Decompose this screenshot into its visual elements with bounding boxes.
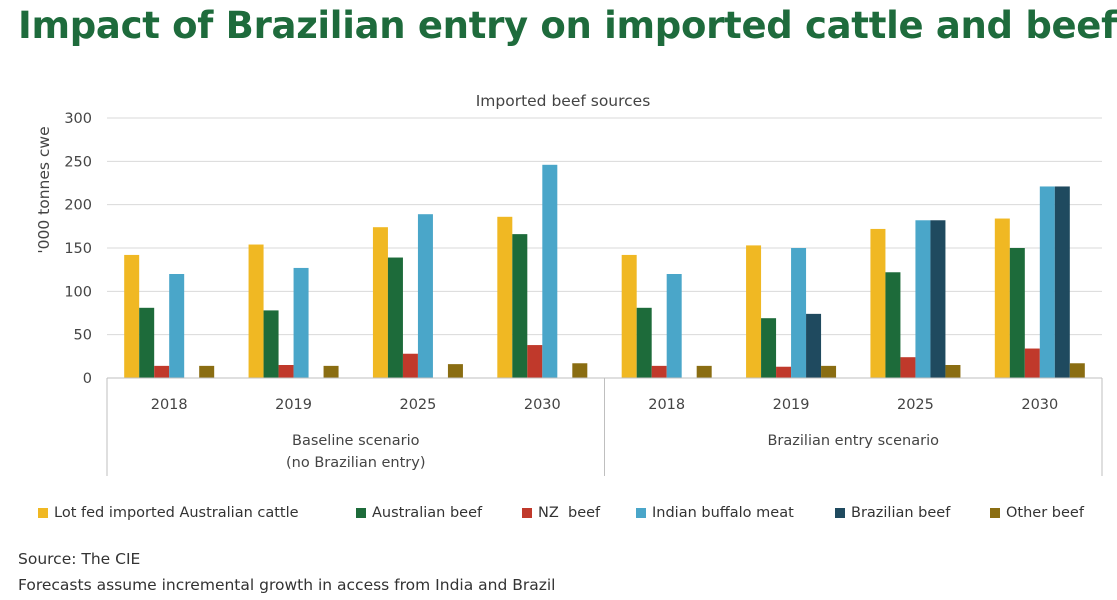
x-tick-label: 2025 (399, 397, 436, 413)
legend-item: Indian buffalo meat (636, 505, 794, 521)
y-tick-label: 50 (74, 328, 92, 344)
y-tick-label: 150 (64, 241, 92, 257)
bar-brazilian-beef-2025 (930, 220, 946, 378)
bar-nz-beef-2025 (900, 357, 916, 378)
legend-item: Other beef (990, 505, 1084, 521)
bar-australian-beef-2025 (885, 272, 901, 378)
y-axis-label: '000 tonnes cwe (35, 126, 53, 253)
bar-indian-buffalo-meat-2019 (791, 248, 807, 378)
legend-label: Lot fed imported Australian cattle (54, 505, 299, 521)
bar-nz-beef-2018 (651, 365, 667, 378)
bar-indian-buffalo-meat-2030 (542, 164, 558, 378)
page-title: Impact of Brazilian entry on imported ca… (18, 4, 1117, 47)
bar-australian-beef-2025 (387, 257, 403, 378)
bar-other-beef-2025 (945, 365, 961, 378)
x-tick-label: 2018 (151, 397, 188, 413)
bar-other-beef-2025 (447, 364, 463, 378)
y-tick-label: 250 (64, 154, 92, 170)
bar-indian-buffalo-meat-2025 (915, 220, 931, 378)
x-tick-label: 2018 (648, 397, 685, 413)
bar-other-beef-2018 (199, 365, 215, 378)
legend-item: NZ beef (522, 505, 600, 521)
legend-item: Australian beef (356, 505, 482, 521)
legend-label: Australian beef (372, 505, 483, 521)
x-group-label: Brazilian entry scenario (767, 433, 939, 449)
bar-other-beef-2019 (323, 365, 339, 378)
bar-nz-beef-2019 (776, 366, 792, 378)
bar-chart: Imported beef sources '000 tonnes cwe 0 5… (35, 92, 1103, 476)
chart-title: Imported beef sources (476, 92, 651, 110)
bar-australian-beef-2019 (263, 310, 279, 378)
legend-item: Brazilian beef (835, 505, 950, 521)
source-note: Source: The CIE (18, 550, 141, 568)
bar-nz-beef-2019 (278, 365, 294, 378)
legend-swatch (636, 508, 646, 518)
x-tick-label: 2025 (897, 397, 934, 413)
bar-lot-fed-imported-australian-cattle-2018 (621, 254, 637, 378)
bar-other-beef-2019 (821, 365, 837, 378)
bar-lot-fed-imported-australian-cattle-2019 (746, 245, 762, 378)
x-tick-label: 2019 (773, 397, 810, 413)
legend-item: Lot fed imported Australian cattle (38, 505, 299, 521)
forecast-note: Forecasts assume incremental growth in a… (18, 576, 556, 594)
bar-australian-beef-2019 (761, 318, 777, 378)
bar-australian-beef-2018 (139, 307, 155, 378)
bar-brazilian-beef-2019 (806, 313, 822, 378)
legend-swatch (522, 508, 532, 518)
legend-label: NZ beef (538, 505, 601, 521)
x-group-label: Baseline scenario (292, 433, 420, 449)
bar-indian-buffalo-meat-2019 (293, 267, 309, 378)
bar-lot-fed-imported-australian-cattle-2025 (870, 228, 886, 378)
bar-nz-beef-2025 (402, 353, 418, 378)
legend-swatch (835, 508, 845, 518)
bar-australian-beef-2018 (636, 307, 652, 378)
bar-lot-fed-imported-australian-cattle-2019 (248, 244, 264, 378)
bar-indian-buffalo-meat-2025 (417, 214, 433, 378)
bar-other-beef-2030 (572, 363, 588, 378)
legend-swatch (990, 508, 1000, 518)
bar-australian-beef-2030 (1009, 248, 1025, 378)
bar-other-beef-2030 (1069, 363, 1085, 378)
y-tick-label: 300 (64, 111, 92, 127)
bar-indian-buffalo-meat-2030 (1039, 186, 1055, 378)
bar-nz-beef-2018 (154, 365, 170, 378)
bar-australian-beef-2030 (512, 234, 528, 378)
legend-label: Other beef (1006, 505, 1084, 521)
bar-indian-buffalo-meat-2018 (169, 274, 185, 378)
x-tick-label: 2030 (1021, 397, 1058, 413)
x-tick-label: 2019 (275, 397, 312, 413)
y-tick-label: 200 (64, 198, 92, 214)
legend-swatch (38, 508, 48, 518)
x-tick-label: 2030 (524, 397, 561, 413)
bar-lot-fed-imported-australian-cattle-2030 (994, 218, 1010, 378)
y-axis-ticks: 0 50 100 150 200 250 300 (64, 111, 92, 387)
legend-label: Indian buffalo meat (652, 505, 794, 521)
y-tick-label: 0 (83, 371, 92, 387)
x-group-label: (no Brazilian entry) (286, 455, 426, 471)
legend: Lot fed imported Australian cattle Austra… (38, 505, 1113, 527)
bar-indian-buffalo-meat-2018 (666, 274, 682, 378)
bar-lot-fed-imported-australian-cattle-2025 (372, 227, 388, 378)
bar-nz-beef-2030 (527, 345, 543, 378)
legend-label: Brazilian beef (851, 505, 951, 521)
bars (124, 164, 1085, 378)
bar-nz-beef-2030 (1024, 348, 1040, 378)
x-axis: 2018 2019 2025 2030 2018 2019 2025 2030 Baseline… (106, 377, 1103, 476)
bar-other-beef-2018 (696, 365, 712, 378)
bar-lot-fed-imported-australian-cattle-2030 (497, 216, 513, 378)
y-tick-label: 100 (64, 284, 92, 300)
bar-lot-fed-imported-australian-cattle-2018 (124, 254, 140, 378)
legend-swatch (356, 508, 366, 518)
bar-brazilian-beef-2030 (1054, 186, 1070, 378)
